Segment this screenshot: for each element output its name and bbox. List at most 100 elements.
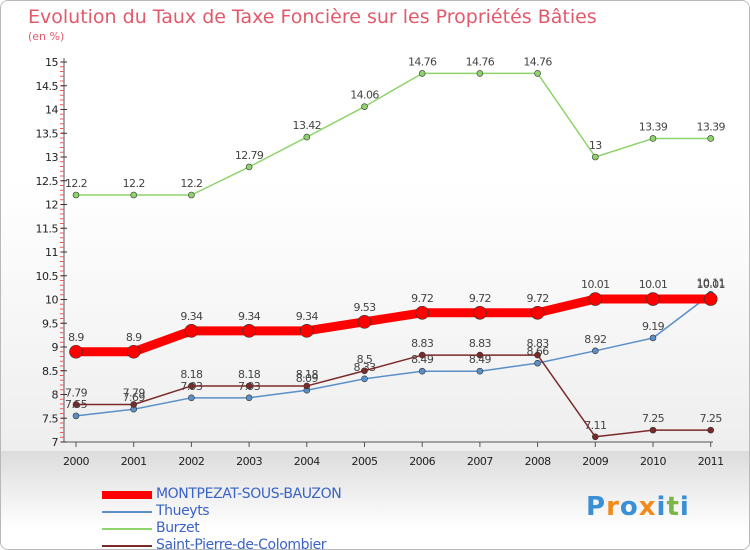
y-tick-label: 7.5 <box>42 412 58 425</box>
x-tick-label: 2002 <box>178 455 204 468</box>
legend-label: MONTPEZAT-SOUS-BAUZON <box>156 486 342 502</box>
x-tick-label: 2005 <box>352 455 378 468</box>
y-tick-label: 9 <box>52 341 59 354</box>
data-point <box>646 292 660 306</box>
plot-background <box>1 1 749 451</box>
data-point <box>361 367 368 375</box>
logo-letter: t <box>666 492 680 522</box>
series-line <box>76 294 711 357</box>
data-point <box>476 70 484 77</box>
data-label: 9.34 <box>238 310 261 323</box>
data-point <box>649 135 657 142</box>
y-tick-label: 10.5 <box>36 270 59 283</box>
data-label: 13.42 <box>293 119 322 132</box>
data-point <box>591 347 599 355</box>
data-point <box>361 103 368 110</box>
y-tick-label: 7 <box>52 436 59 449</box>
y-tick-label: 14.5 <box>36 80 59 93</box>
series-saint-pierre-de-colombier: 7.79 7.79 8.18 8.18 8.18 8.5 8.83 8.83 8.83 7.11 7… <box>65 337 723 441</box>
x-tick-label: 2011 <box>698 455 724 468</box>
data-point <box>126 344 141 359</box>
data-label: 12.79 <box>235 149 264 162</box>
legend-label: Burzet <box>156 520 200 536</box>
data-label: 8.5 <box>357 353 373 366</box>
data-point <box>245 394 253 402</box>
y-tick-label: 12 <box>45 199 58 212</box>
data-point <box>72 412 80 420</box>
x-tick-label: 2004 <box>294 455 320 468</box>
data-point <box>188 382 195 390</box>
data-label: 14.76 <box>408 55 437 68</box>
y-tick-label: 8 <box>52 389 59 402</box>
y-tick-label: 8.5 <box>42 365 58 378</box>
data-label: 7.79 <box>65 386 88 399</box>
data-label: 8.33 <box>353 361 376 374</box>
data-point <box>188 394 195 402</box>
data-point <box>476 367 484 375</box>
data-label: 10.01 <box>639 278 668 291</box>
data-label: 8.83 <box>469 337 492 350</box>
data-label: 12.2 <box>180 177 202 190</box>
data-point <box>303 133 311 141</box>
data-point <box>591 153 599 161</box>
data-point <box>188 191 195 199</box>
series-line <box>76 72 711 196</box>
data-label: 8.18 <box>238 368 261 381</box>
data-point <box>530 305 545 320</box>
footer-background <box>1 451 749 549</box>
y-tick-label: 11 <box>45 246 58 259</box>
legend-label: Thueyts <box>156 503 210 519</box>
data-point <box>184 324 199 338</box>
series-line <box>75 293 712 417</box>
data-point <box>245 163 253 171</box>
data-point <box>649 334 657 342</box>
series-thueyts: 7.557.697.937.938.098.338.498.498.668.92… <box>65 276 726 420</box>
data-label: 8.92 <box>584 333 606 346</box>
data-label: 12.2 <box>123 177 145 190</box>
logo-letter: x <box>638 492 657 522</box>
data-point <box>473 305 487 320</box>
y-tick-label: 14 <box>45 104 58 117</box>
y-tick-label: 13.5 <box>36 127 59 140</box>
data-label: 9.19 <box>642 320 665 333</box>
data-label: 8.83 <box>527 337 550 350</box>
data-label: 8.83 <box>411 337 434 350</box>
data-point <box>707 426 715 434</box>
x-tick-label: 2006 <box>409 455 435 468</box>
x-tick-label: 2008 <box>525 455 551 468</box>
data-point <box>591 433 599 441</box>
logo-letter: i <box>679 492 690 522</box>
data-point <box>242 324 256 338</box>
y-tick-label: 9.5 <box>42 317 58 330</box>
data-point <box>649 426 657 434</box>
data-point <box>703 292 718 306</box>
y-tick-label: 13 <box>45 151 58 164</box>
data-label: 10.01 <box>696 278 725 291</box>
x-tick-label: 2009 <box>582 455 608 468</box>
series-line <box>76 354 711 438</box>
data-label: 10.01 <box>581 278 610 291</box>
data-point <box>418 367 426 375</box>
data-point <box>245 382 253 390</box>
y-tick-label: 15 <box>45 56 58 69</box>
data-label: 7.25 <box>700 412 723 425</box>
data-label: 8.18 <box>296 368 319 381</box>
legend-swatch <box>102 511 152 513</box>
data-label: 9.72 <box>527 292 549 305</box>
data-label: 9.53 <box>353 301 376 314</box>
data-label: 13.39 <box>696 120 725 133</box>
data-label: 13 <box>589 139 602 152</box>
data-label: 8.49 <box>469 353 492 366</box>
data-label: 14.76 <box>466 55 495 68</box>
data-label: 9.34 <box>180 310 203 323</box>
chart-title: Evolution du Taux de Taxe Foncière sur l… <box>28 6 597 28</box>
data-label: 14.06 <box>350 89 379 102</box>
data-point <box>534 351 541 359</box>
legend-label: Saint-Pierre-de-Colombier <box>156 537 327 550</box>
logo-letter: r <box>606 492 620 522</box>
data-point <box>130 191 137 199</box>
data-point <box>418 70 426 77</box>
data-point <box>418 351 426 359</box>
